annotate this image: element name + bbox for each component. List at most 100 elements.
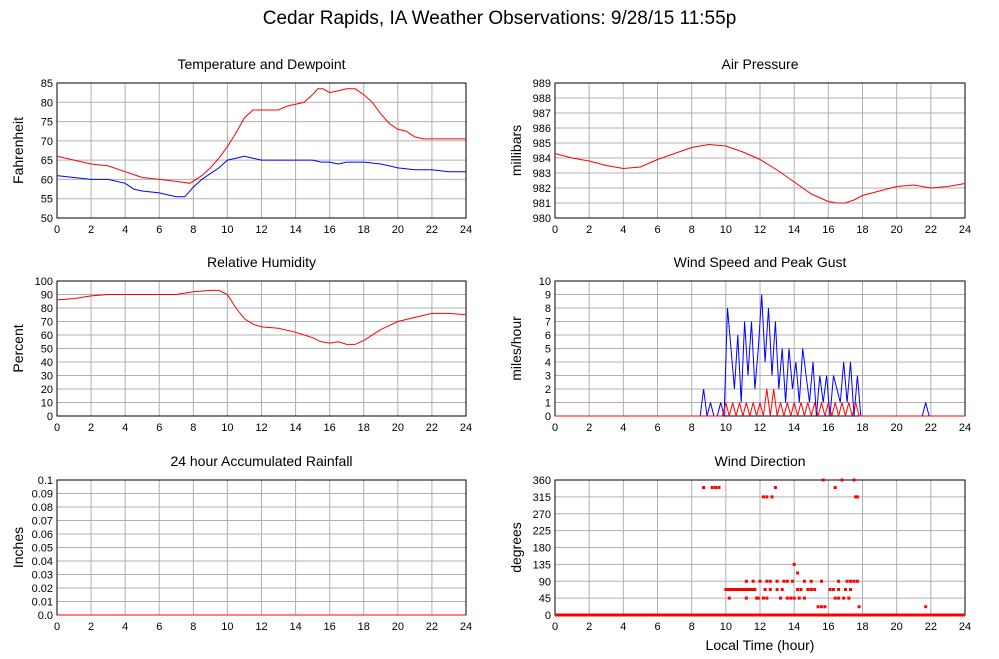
- x-tick-label: 6: [156, 422, 162, 434]
- data-point: [746, 588, 750, 591]
- data-point: [758, 579, 762, 583]
- data-point: [736, 588, 740, 591]
- y-tick-label: 360: [533, 475, 551, 487]
- data-point: [756, 596, 760, 600]
- y-tick-label: 60: [41, 330, 53, 342]
- data-point: [843, 588, 847, 591]
- y-axis-label: Percent: [10, 324, 26, 372]
- y-tick-label: 20: [41, 384, 53, 396]
- data-point: [831, 588, 835, 591]
- y-tick-label: 9: [545, 290, 551, 302]
- y-tick-label: 0.1: [38, 475, 53, 487]
- y-tick-label: 5: [545, 344, 551, 356]
- y-tick-label: 6: [545, 330, 551, 342]
- y-tick-label: 0: [545, 411, 551, 423]
- x-tick-label: 10: [720, 224, 732, 236]
- data-point: [780, 588, 784, 591]
- data-point: [849, 579, 853, 583]
- x-tick-label: 16: [822, 224, 834, 236]
- data-point: [739, 588, 743, 591]
- x-tick-label: 4: [122, 621, 128, 633]
- data-point: [727, 596, 731, 600]
- x-tick-label: 6: [654, 621, 660, 633]
- data-point: [753, 588, 757, 591]
- data-point: [842, 596, 846, 600]
- data-point: [797, 596, 801, 600]
- y-tick-label: 50: [41, 213, 53, 225]
- y-tick-label: 85: [41, 78, 53, 90]
- y-tick-label: 0.0: [38, 610, 53, 622]
- x-tick-label: 0: [54, 422, 60, 434]
- y-tick-label: 1: [545, 398, 551, 410]
- x-tick-label: 4: [122, 422, 128, 434]
- data-point: [743, 588, 747, 591]
- y-tick-label: 135: [533, 559, 551, 571]
- y-axis-label: Fahrenheit: [10, 117, 26, 184]
- data-point: [855, 579, 859, 583]
- y-tick-label: 2: [545, 384, 551, 396]
- data-point: [823, 605, 827, 609]
- chart-title: Wind Speed and Peak Gust: [674, 254, 847, 270]
- x-tick-label: 18: [358, 621, 370, 633]
- data-point: [833, 486, 837, 489]
- y-tick-label: 65: [41, 155, 53, 167]
- y-tick-label: 0.08: [32, 502, 53, 514]
- plot-frame: [554, 82, 966, 219]
- data-point: [741, 588, 745, 591]
- chart-title: Relative Humidity: [207, 254, 316, 270]
- x-tick-label: 10: [221, 422, 233, 434]
- x-tick-label: 24: [959, 422, 971, 434]
- y-axis-label: millibars: [508, 125, 524, 176]
- x-tick-label: 10: [720, 422, 732, 434]
- data-point: [845, 579, 849, 583]
- plot-frame: [56, 82, 467, 219]
- data-point: [765, 495, 769, 499]
- y-tick-label: 981: [533, 198, 551, 210]
- data-point: [833, 596, 837, 600]
- data-point: [710, 486, 714, 489]
- x-tick-label: 14: [788, 224, 800, 236]
- y-tick-label: 984: [533, 153, 551, 165]
- y-tick-label: 30: [41, 371, 53, 383]
- y-tick-label: 40: [41, 357, 53, 369]
- y-tick-label: 75: [41, 117, 53, 129]
- y-tick-label: 80: [41, 303, 53, 315]
- x-tick-label: 2: [586, 621, 592, 633]
- x-tick-label: 8: [190, 224, 196, 236]
- data-point: [806, 588, 810, 591]
- y-tick-label: 0.07: [32, 516, 53, 528]
- y-tick-label: 986: [533, 123, 551, 135]
- x-tick-label: 8: [190, 422, 196, 434]
- y-tick-label: 985: [533, 138, 551, 150]
- series-line-2: [56, 155, 466, 198]
- x-tick-label: 4: [620, 621, 626, 633]
- data-point: [744, 579, 748, 583]
- x-tick-label: 2: [88, 422, 94, 434]
- x-tick-label: 22: [925, 621, 937, 633]
- data-point: [796, 571, 800, 575]
- data-point: [717, 486, 721, 489]
- x-tick-label: 18: [358, 422, 370, 434]
- y-tick-label: 315: [533, 492, 551, 504]
- data-point: [761, 495, 765, 499]
- data-point: [768, 588, 772, 591]
- series-line-1: [56, 289, 467, 345]
- x-tick-label: 22: [925, 422, 937, 434]
- x-tick-label: 24: [460, 422, 472, 434]
- data-point: [790, 579, 794, 583]
- x-tick-label: 2: [88, 224, 94, 236]
- y-tick-label: 80: [41, 97, 53, 109]
- x-tick-label: 18: [856, 621, 868, 633]
- x-tick-label: 2: [586, 224, 592, 236]
- data-point: [775, 588, 779, 591]
- x-tick-label: 20: [392, 621, 404, 633]
- data-point: [847, 596, 851, 600]
- x-tick-label: 0: [552, 224, 558, 236]
- data-point: [775, 579, 779, 583]
- x-tick-label: 6: [654, 224, 660, 236]
